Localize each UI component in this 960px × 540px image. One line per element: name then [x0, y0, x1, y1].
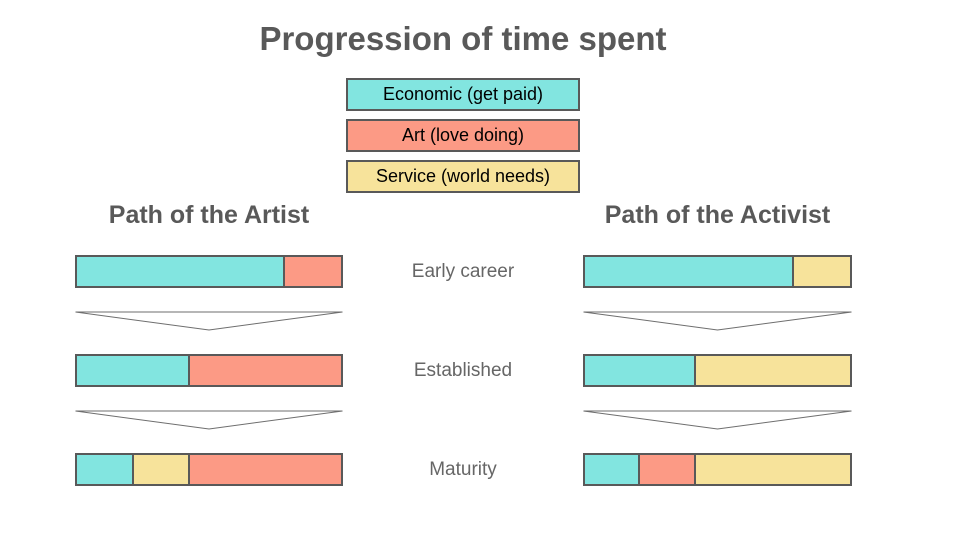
bar-segment-economic	[585, 356, 694, 385]
legend-item-economic: Economic (get paid)	[346, 78, 580, 111]
down-transition-arrow	[75, 410, 343, 430]
column-header-activist: Path of the Activist	[604, 201, 831, 229]
down-transition-arrow	[583, 410, 852, 430]
bar-segment-economic	[585, 455, 638, 484]
legend: Economic (get paid) Art (love doing) Ser…	[346, 78, 580, 201]
stage-label-maturity: Maturity	[429, 459, 497, 480]
column-header-artist: Path of the Artist	[108, 201, 310, 229]
stage-label-established: Established	[413, 360, 513, 381]
bar-segment-economic	[77, 455, 133, 484]
slide-title: Progression of time spent	[259, 20, 667, 57]
down-transition-arrow	[583, 311, 852, 331]
down-transition-arrow	[75, 311, 343, 331]
stacked-bar-col0-row1	[75, 354, 343, 387]
stacked-bar-col1-row1	[583, 354, 852, 387]
stacked-bar-col1-row2	[583, 453, 852, 486]
bar-segment-economic	[585, 257, 792, 286]
bar-segment-economic	[77, 257, 283, 286]
bar-segment-art	[187, 356, 341, 385]
bar-segment-service	[693, 356, 850, 385]
bar-segment-service	[693, 455, 850, 484]
stacked-bar-col1-row0	[583, 255, 852, 288]
legend-item-service: Service (world needs)	[346, 160, 580, 193]
bar-segment-art	[638, 455, 694, 484]
bar-segment-economic	[77, 356, 188, 385]
bar-segment-art	[187, 455, 341, 484]
legend-item-art: Art (love doing)	[346, 119, 580, 152]
stacked-bar-col0-row0	[75, 255, 343, 288]
bar-segment-service	[791, 257, 850, 286]
stacked-bar-col0-row2	[75, 453, 343, 486]
bar-segment-art	[282, 257, 341, 286]
bar-segment-service	[132, 455, 188, 484]
stage-label-early-career: Early career	[411, 261, 515, 282]
